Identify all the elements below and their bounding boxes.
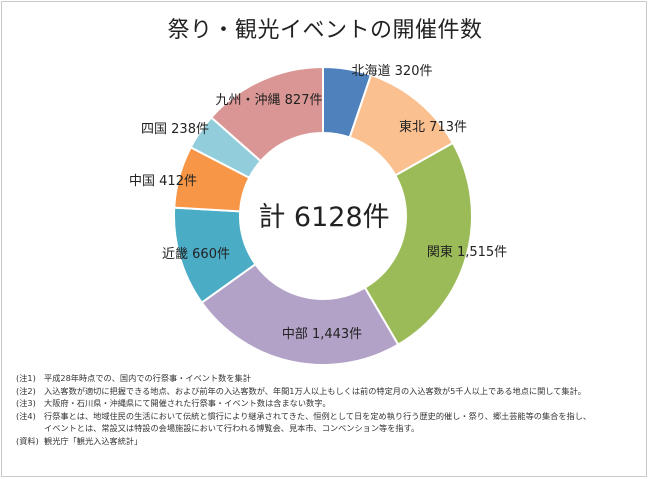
slice-label: 中国 412件 xyxy=(129,174,197,189)
note-label: (注2) xyxy=(16,385,36,396)
note-row: イベントとは、常設又は特設の会場施設において行われる博覧会、見本市、コンベンショ… xyxy=(16,422,641,435)
center-total-label: 計 6128件 xyxy=(258,202,389,233)
donut-slice xyxy=(363,141,473,346)
slice-label: 東北 713件 xyxy=(399,119,467,135)
slice-label: 北海道 320件 xyxy=(352,64,433,79)
note-text: 大阪府・石川県・沖縄県にて開催された行祭事・イベント数は含まない数字。 xyxy=(44,398,331,408)
note-row: (注3) 大阪府・石川県・沖縄県にて開催された行祭事・イベント数は含まない数字。 xyxy=(16,397,641,410)
slice-label: 関東 1,515件 xyxy=(427,244,507,260)
footnotes: (注1) 平成28年時点での、国内での行祭事・イベント数を集計 (注2) 入込客… xyxy=(16,372,641,447)
note-label: (注4) xyxy=(16,410,36,421)
note-row: (注2) 入込客数が適切に把握できる地点、および前年の入込客数が、年間1万人以上… xyxy=(16,385,641,398)
note-text: 行祭事とは、地域住民の生活において伝統と慣行により継承されてきた、恒例として日を… xyxy=(44,410,592,421)
note-text: 平成28年時点での、国内での行祭事・イベント数を集計 xyxy=(44,373,251,383)
donut-slice xyxy=(209,65,324,163)
note-row: (注1) 平成28年時点での、国内での行祭事・イベント数を集計 xyxy=(16,372,641,385)
note-label: (資料) xyxy=(16,435,39,446)
slice-label: 近畿 660件 xyxy=(162,247,230,262)
note-label: (注1) xyxy=(16,373,36,383)
slice-label: 中部 1,443件 xyxy=(282,327,362,342)
slice-label: 九州・沖縄 827件 xyxy=(216,93,323,108)
note-text: 入込客数が適切に把握できる地点、および前年の入込客数が、年間1万人以上もしくは前… xyxy=(44,385,586,396)
note-text: 観光庁「観光入込客統計」 xyxy=(44,435,143,446)
chart-title: 祭り・観光イベントの開催件数 xyxy=(167,18,483,43)
slice-label: 四国 238件 xyxy=(141,122,209,137)
note-row: (資料) 観光庁「観光入込客統計」 xyxy=(16,435,641,448)
donut-slice xyxy=(200,262,400,366)
note-row: (注4) 行祭事とは、地域住民の生活において伝統と慣行により継承されてきた、恒例… xyxy=(16,410,641,423)
note-label xyxy=(16,422,44,435)
note-text: イベントとは、常設又は特設の会場施設において行われる博覧会、見本市、コンベンショ… xyxy=(44,423,420,433)
note-label: (注3) xyxy=(16,398,36,408)
